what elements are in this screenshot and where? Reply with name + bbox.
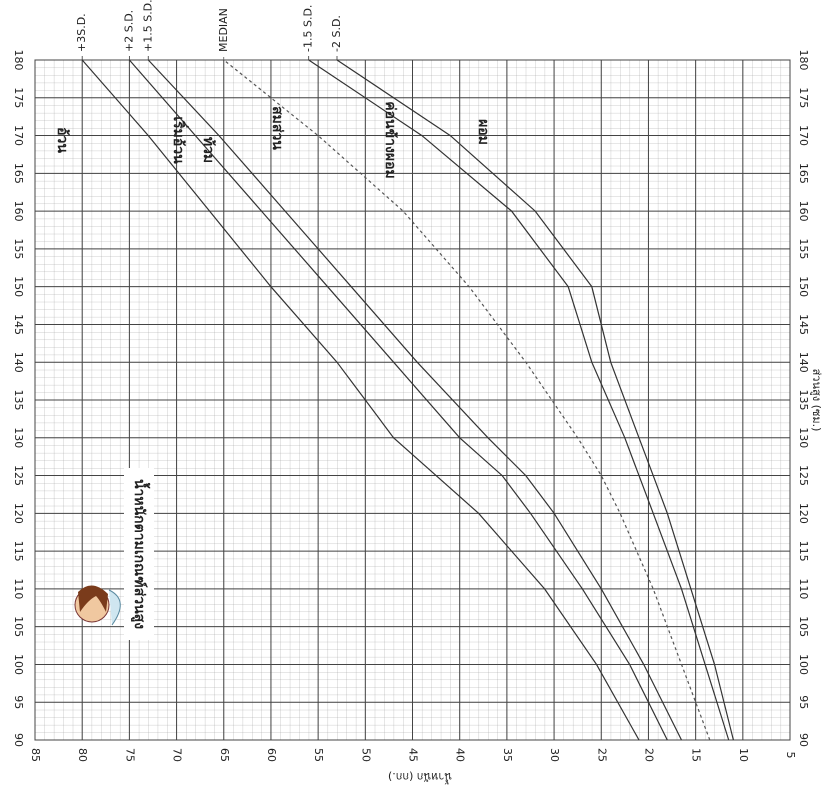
x-tick-label: 120 bbox=[12, 503, 25, 524]
series-label: +2 S.D. bbox=[122, 10, 135, 52]
x-tick-label: 135 bbox=[12, 390, 25, 411]
series-label: +1.5 S.D. bbox=[141, 0, 154, 52]
x-tick-label: 175 bbox=[12, 87, 25, 108]
x-tick-label: 110 bbox=[12, 578, 25, 599]
x-tick-label: 150 bbox=[12, 276, 25, 297]
x-tick-label: 125 bbox=[797, 465, 810, 486]
series-label: +3S.D. bbox=[75, 13, 88, 52]
y-tick-label: 30 bbox=[548, 748, 561, 762]
series-label: -1.5 S.D. bbox=[302, 5, 315, 52]
x-tick-label: 95 bbox=[12, 695, 25, 709]
x-tick-label: 130 bbox=[797, 427, 810, 448]
x-tick-label: 165 bbox=[797, 163, 810, 184]
x-tick-label: 115 bbox=[12, 541, 25, 562]
x-tick-label: 155 bbox=[797, 238, 810, 259]
y-tick-label: 70 bbox=[171, 748, 184, 762]
zone-label: ค่อนข้างผอม bbox=[382, 101, 398, 178]
x-tick-label: 180 bbox=[12, 50, 25, 71]
x-tick-label: 160 bbox=[797, 201, 810, 222]
y-tick-label: 50 bbox=[359, 748, 372, 762]
series-label: -2 S.D. bbox=[330, 15, 343, 52]
y-tick-label: 40 bbox=[454, 748, 467, 762]
x-tick-label: 175 bbox=[797, 87, 810, 108]
x-tick-label: 125 bbox=[12, 465, 25, 486]
y-tick-label: 15 bbox=[690, 748, 703, 762]
y-tick-label: 45 bbox=[407, 748, 420, 762]
x-tick-label: 140 bbox=[12, 352, 25, 373]
x-tick-label: 90 bbox=[12, 733, 25, 747]
zone-label: ท้วม bbox=[200, 137, 216, 163]
y-tick-label: 35 bbox=[501, 748, 514, 762]
y-tick-label: 5 bbox=[784, 752, 797, 759]
y-axis-label: น้ำหนัก (กก.) bbox=[388, 770, 452, 785]
x-tick-label: 95 bbox=[797, 695, 810, 709]
series-label: MEDIAN bbox=[217, 8, 230, 52]
x-tick-label: 105 bbox=[12, 616, 25, 637]
y-tick-label: 25 bbox=[595, 748, 608, 762]
x-tick-label: 160 bbox=[12, 201, 25, 222]
x-tick-label: 115 bbox=[797, 541, 810, 562]
x-tick-label: 120 bbox=[797, 503, 810, 524]
x-tick-label: 150 bbox=[797, 276, 810, 297]
x-tick-label: 145 bbox=[797, 314, 810, 335]
x-axis-label: ส่วนสูง (ซม.) bbox=[810, 369, 823, 432]
zone-label: เริ่มอ้วน bbox=[170, 116, 189, 164]
chart: น้ำหนักตามเกณฑ์ส่วนสูง ส่วนสูง (ซม.) น้ำ… bbox=[0, 0, 824, 787]
y-tick-label: 55 bbox=[312, 748, 325, 762]
x-tick-label: 135 bbox=[797, 390, 810, 411]
y-tick-label: 65 bbox=[218, 748, 231, 762]
x-tick-label: 170 bbox=[12, 125, 25, 146]
x-tick-label: 105 bbox=[797, 616, 810, 637]
x-tick-label: 130 bbox=[12, 427, 25, 448]
y-tick-label: 10 bbox=[737, 748, 750, 762]
x-tick-label: 140 bbox=[797, 352, 810, 373]
x-tick-label: 90 bbox=[797, 733, 810, 747]
zone-label: ผอม bbox=[475, 119, 491, 145]
x-tick-label: 145 bbox=[12, 314, 25, 335]
x-tick-label: 155 bbox=[12, 238, 25, 259]
y-tick-label: 75 bbox=[123, 748, 136, 762]
zone-label: สมส่วน bbox=[269, 106, 285, 150]
y-tick-label: 60 bbox=[265, 748, 278, 762]
x-tick-label: 100 bbox=[797, 654, 810, 675]
x-tick-label: 110 bbox=[797, 578, 810, 599]
y-tick-label: 80 bbox=[76, 748, 89, 762]
x-tick-label: 170 bbox=[797, 125, 810, 146]
y-tick-label: 20 bbox=[642, 748, 655, 762]
zone-label: อ้วน bbox=[54, 127, 70, 153]
y-tick-label: 85 bbox=[29, 748, 42, 762]
x-tick-label: 180 bbox=[797, 50, 810, 71]
x-tick-label: 165 bbox=[12, 163, 25, 184]
x-tick-label: 100 bbox=[12, 654, 25, 675]
